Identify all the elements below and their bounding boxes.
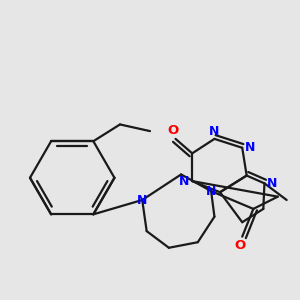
Text: O: O: [234, 239, 246, 252]
Text: N: N: [179, 175, 190, 188]
Text: N: N: [209, 124, 220, 138]
Text: N: N: [206, 184, 216, 198]
Text: O: O: [168, 124, 179, 136]
Text: N: N: [137, 194, 147, 206]
Text: N: N: [245, 141, 255, 154]
Text: N: N: [267, 177, 278, 190]
